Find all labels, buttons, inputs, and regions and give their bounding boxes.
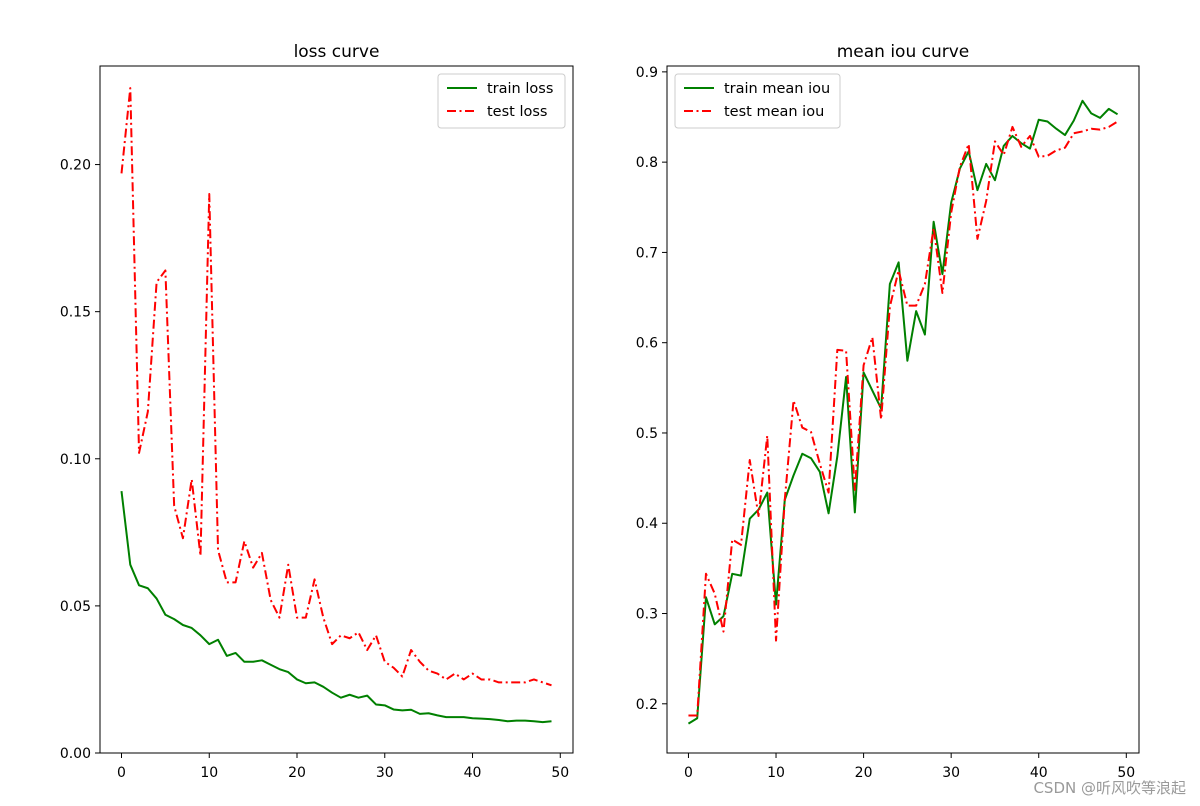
iou-xtick-label: 20: [855, 765, 873, 781]
iou-ytick-label: 0.8: [636, 155, 658, 171]
loss-ytick-label: 0.00: [60, 746, 91, 762]
iou-xtick-label: 50: [1117, 765, 1135, 781]
iou-series-test-mean-iou: [688, 120, 1119, 717]
iou-ytick-label: 0.7: [636, 245, 658, 261]
loss-ytick-label: 0.10: [60, 452, 91, 468]
iou-xtick-label: 10: [767, 765, 785, 781]
loss-xtick-label: 0: [117, 765, 126, 781]
loss-xtick-label: 50: [551, 765, 569, 781]
iou-legend: train mean iou test mean iou: [674, 73, 841, 129]
loss-chart: 0 10 20 30 40 50 0.00 0.05 0.10 0.15 0.20 loss curv…: [60, 42, 574, 781]
loss-ytick-label: 0.05: [60, 599, 91, 615]
loss-chart-title: loss curve: [294, 42, 380, 62]
loss-legend-label: test loss: [487, 104, 547, 120]
iou-xtick-label: 30: [942, 765, 960, 781]
iou-ytick-label: 0.5: [636, 426, 658, 442]
iou-axes-frame: [666, 65, 1140, 754]
iou-ytick-label: 0.3: [636, 607, 658, 623]
iou-series-train-mean-iou: [687, 99, 1119, 725]
loss-legend-label: train loss: [487, 81, 553, 97]
loss-series-train-loss: [120, 491, 552, 724]
loss-xtick-label: 10: [200, 765, 218, 781]
loss-series-test-loss: [120, 87, 552, 687]
mean-iou-chart: 0 10 20 30 40 50 0.2 0.3 0.4 0.5 0.6 0.7 0.8 0.9 mean …: [636, 42, 1140, 781]
iou-legend-box: [674, 73, 841, 129]
loss-xtick-label: 30: [376, 765, 394, 781]
loss-axes-frame: [99, 65, 574, 754]
iou-chart-title: mean iou curve: [837, 42, 970, 62]
iou-ytick-label: 0.2: [636, 697, 658, 713]
watermark: CSDN @听风吹等浪起: [1033, 779, 1186, 797]
loss-xtick-label: 20: [288, 765, 306, 781]
iou-ytick-label: 0.6: [636, 336, 658, 352]
iou-ytick-label: 0.9: [636, 65, 658, 81]
iou-legend-label: train mean iou: [724, 81, 830, 97]
loss-xtick-label: 40: [464, 765, 482, 781]
loss-legend: train loss test loss: [437, 73, 566, 129]
iou-legend-label: test mean iou: [724, 104, 824, 120]
loss-ytick-label: 0.20: [60, 158, 91, 174]
iou-ytick-label: 0.4: [636, 516, 658, 532]
iou-xtick-label: 0: [684, 765, 693, 781]
iou-xtick-label: 40: [1030, 765, 1048, 781]
loss-ytick-label: 0.15: [60, 305, 91, 321]
